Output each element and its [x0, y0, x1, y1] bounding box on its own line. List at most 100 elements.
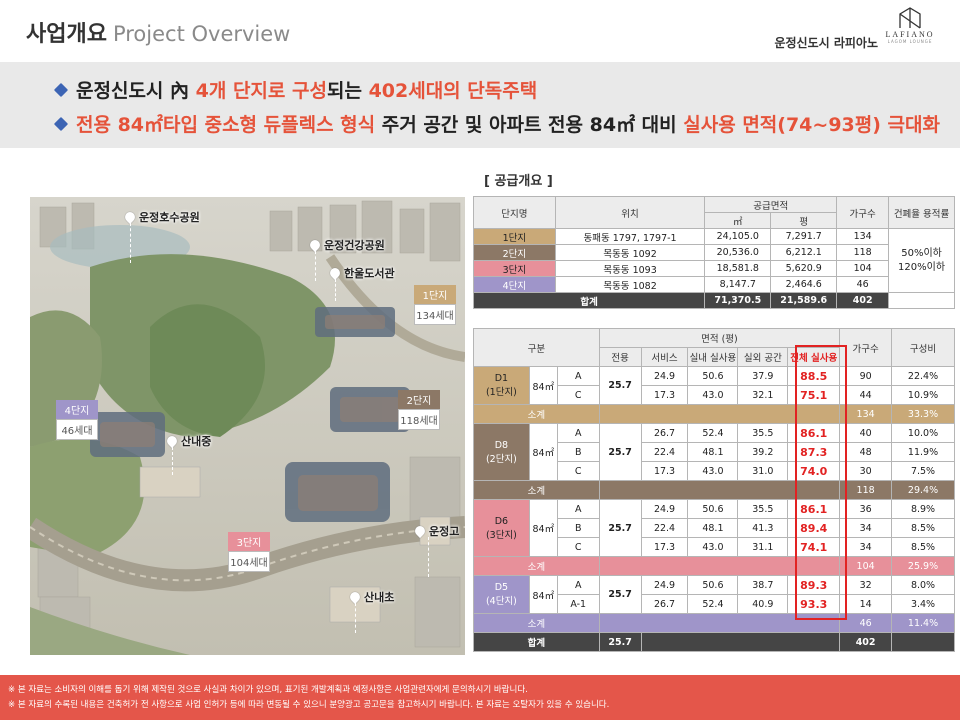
composition: 10.9% — [891, 385, 955, 405]
exclusive-area: 25.7 — [598, 499, 642, 557]
col-header-households: 가구수 — [836, 196, 890, 229]
empty-cell — [598, 480, 841, 500]
location-cell: 목동동 1092 — [554, 244, 706, 261]
logo-text: LAFIANO — [885, 30, 935, 39]
indoor-area: 43.0 — [687, 461, 739, 481]
coverage-ratio: 50%이하 — [901, 247, 942, 259]
col-header-sqm: ㎡ — [704, 212, 772, 229]
group-code: D1 — [494, 373, 509, 384]
subtotal-composition: 29.4% — [891, 480, 955, 500]
map-label-lake-park: 운정호수공원 — [122, 209, 200, 225]
subtotal-households: 134 — [839, 404, 893, 424]
map-label-text: 운정고 — [429, 525, 460, 538]
subtotal-label: 소계 — [473, 480, 600, 500]
group-code-cell: D6 (3단지) — [473, 499, 530, 557]
complex-badge-count: 46세대 — [56, 419, 98, 440]
empty-cell — [598, 404, 841, 424]
type-label: 84㎡ — [528, 575, 558, 614]
sqm-cell: 24,105.0 — [704, 228, 772, 245]
floor-area-ratio: 120%이하 — [898, 261, 946, 273]
subtotal-composition: 33.3% — [891, 404, 955, 424]
page-title-en: Project Overview — [112, 22, 291, 46]
map-label-middle-school: 산내중 — [164, 433, 211, 449]
map-label-text: 산내초 — [364, 591, 395, 604]
location-cell: 목동동 1093 — [554, 260, 706, 277]
site-map-illustration — [30, 197, 465, 655]
empty-cell — [891, 632, 955, 652]
location-pin-icon — [122, 209, 138, 225]
complex-name: 1단지 — [473, 228, 556, 245]
outdoor-area: 39.2 — [737, 442, 789, 462]
summary-text: 주거 공간 및 아파트 전용 84㎡ 대비 — [375, 114, 684, 136]
leader-line — [355, 603, 356, 633]
total-use-area: 89.3 — [787, 575, 841, 595]
table-row: 1단지 동패동 1797, 1797-1 24,105.0 7,291.7 13… — [473, 228, 955, 293]
table-row: D6 (3단지) 84㎡ A 25.7 24.9 50.6 35.5 86.1 3… — [473, 499, 955, 557]
bullet-diamond-icon — [53, 82, 69, 98]
map-label-library: 한울도서관 — [327, 265, 395, 281]
unit-type: A-1 — [556, 594, 600, 614]
subtotal-label: 소계 — [473, 404, 600, 424]
table-row: B 22.4 48.1 39.2 87.3 48 11.9% — [474, 442, 955, 462]
empty-cell — [598, 556, 841, 576]
leader-line — [172, 447, 173, 475]
leader-line — [315, 251, 316, 281]
total-label: 합계 — [472, 292, 706, 309]
group-code-cell: D1 (1단지) — [473, 366, 530, 405]
empty-cell — [888, 292, 955, 309]
group-complex: (2단지) — [485, 453, 517, 465]
subtotal-composition: 11.4% — [891, 613, 955, 633]
unit-type: B — [556, 442, 600, 462]
subtotal-composition: 25.9% — [891, 556, 955, 576]
unit-type: C — [556, 385, 600, 405]
empty-cell — [598, 613, 841, 633]
group-code: D8 — [494, 439, 509, 451]
total-households: 402 — [839, 632, 893, 652]
col-header-ratio: 건폐율 용적률 — [888, 196, 955, 229]
summary-line-2: 전용 84㎡타입 중소형 듀플렉스 형식 주거 공간 및 아파트 전용 84㎡ … — [53, 110, 940, 137]
service-area: 17.3 — [640, 461, 689, 481]
group-complex: (4단지) — [485, 596, 517, 607]
complex-badge-name: 1단지 — [414, 285, 456, 304]
col-header-service: 서비스 — [640, 347, 689, 367]
location-pin-icon — [164, 433, 180, 449]
map-label-text: 운정건강공원 — [324, 239, 385, 252]
indoor-area: 50.6 — [687, 366, 739, 386]
composition: 22.4% — [891, 366, 955, 386]
service-area: 22.4 — [640, 442, 689, 462]
total-use-area: 87.3 — [787, 442, 841, 462]
logo-subtext: LAGOM LOUNGE — [887, 39, 933, 44]
col-header-total-use: 전체 실사용 — [787, 347, 841, 367]
table-row: 4단지 목동동 1082 8,147.7 2,464.6 46 — [473, 276, 955, 293]
households: 40 — [839, 423, 893, 443]
summary-text: 되는 — [326, 80, 369, 102]
unit-type: A — [556, 575, 600, 595]
disclaimer-line-1: ※ 본 자료는 소비자의 이해를 돕기 위해 제작된 것으로 사실과 차이가 있… — [8, 685, 528, 695]
households-cell: 118 — [836, 244, 890, 261]
outdoor-area: 41.3 — [737, 518, 789, 538]
composition: 7.5% — [891, 461, 955, 481]
subtotal-row: 소계 118 29.4% — [473, 480, 955, 500]
summary-text: 운정신도시 內 — [76, 80, 196, 102]
households: 14 — [839, 594, 893, 614]
total-households: 402 — [836, 292, 890, 309]
complex-badge-name: 4단지 — [56, 400, 98, 419]
outdoor-area: 31.1 — [737, 537, 789, 557]
unit-type: B — [556, 518, 600, 538]
page-title: 사업개요 Project Overview — [26, 16, 290, 48]
pyeong-cell: 5,620.9 — [770, 260, 838, 277]
leader-line — [335, 279, 336, 301]
subtotal-row: 소계 46 11.4% — [473, 613, 955, 633]
group-complex: (3단지) — [485, 529, 517, 541]
total-row: 합계 25.7 402 — [473, 632, 955, 652]
table-row: D8 (2단지) 84㎡ A 25.7 26.7 52.4 35.5 86.1 4… — [473, 423, 955, 481]
complex-name: 2단지 — [473, 244, 556, 261]
table-row: B 22.4 48.1 41.3 89.4 34 8.5% — [474, 518, 955, 538]
table-row: C 17.3 43.0 31.1 74.1 34 8.5% — [474, 537, 955, 557]
map-label-river-park: 운정건강공원 — [307, 237, 385, 253]
group-code: D5 — [494, 582, 509, 593]
unit-type: C — [556, 537, 600, 557]
group-code-cell: D8 (2단지) — [473, 423, 530, 481]
total-use-area: 89.4 — [787, 518, 841, 538]
total-use-area: 86.1 — [787, 499, 841, 519]
